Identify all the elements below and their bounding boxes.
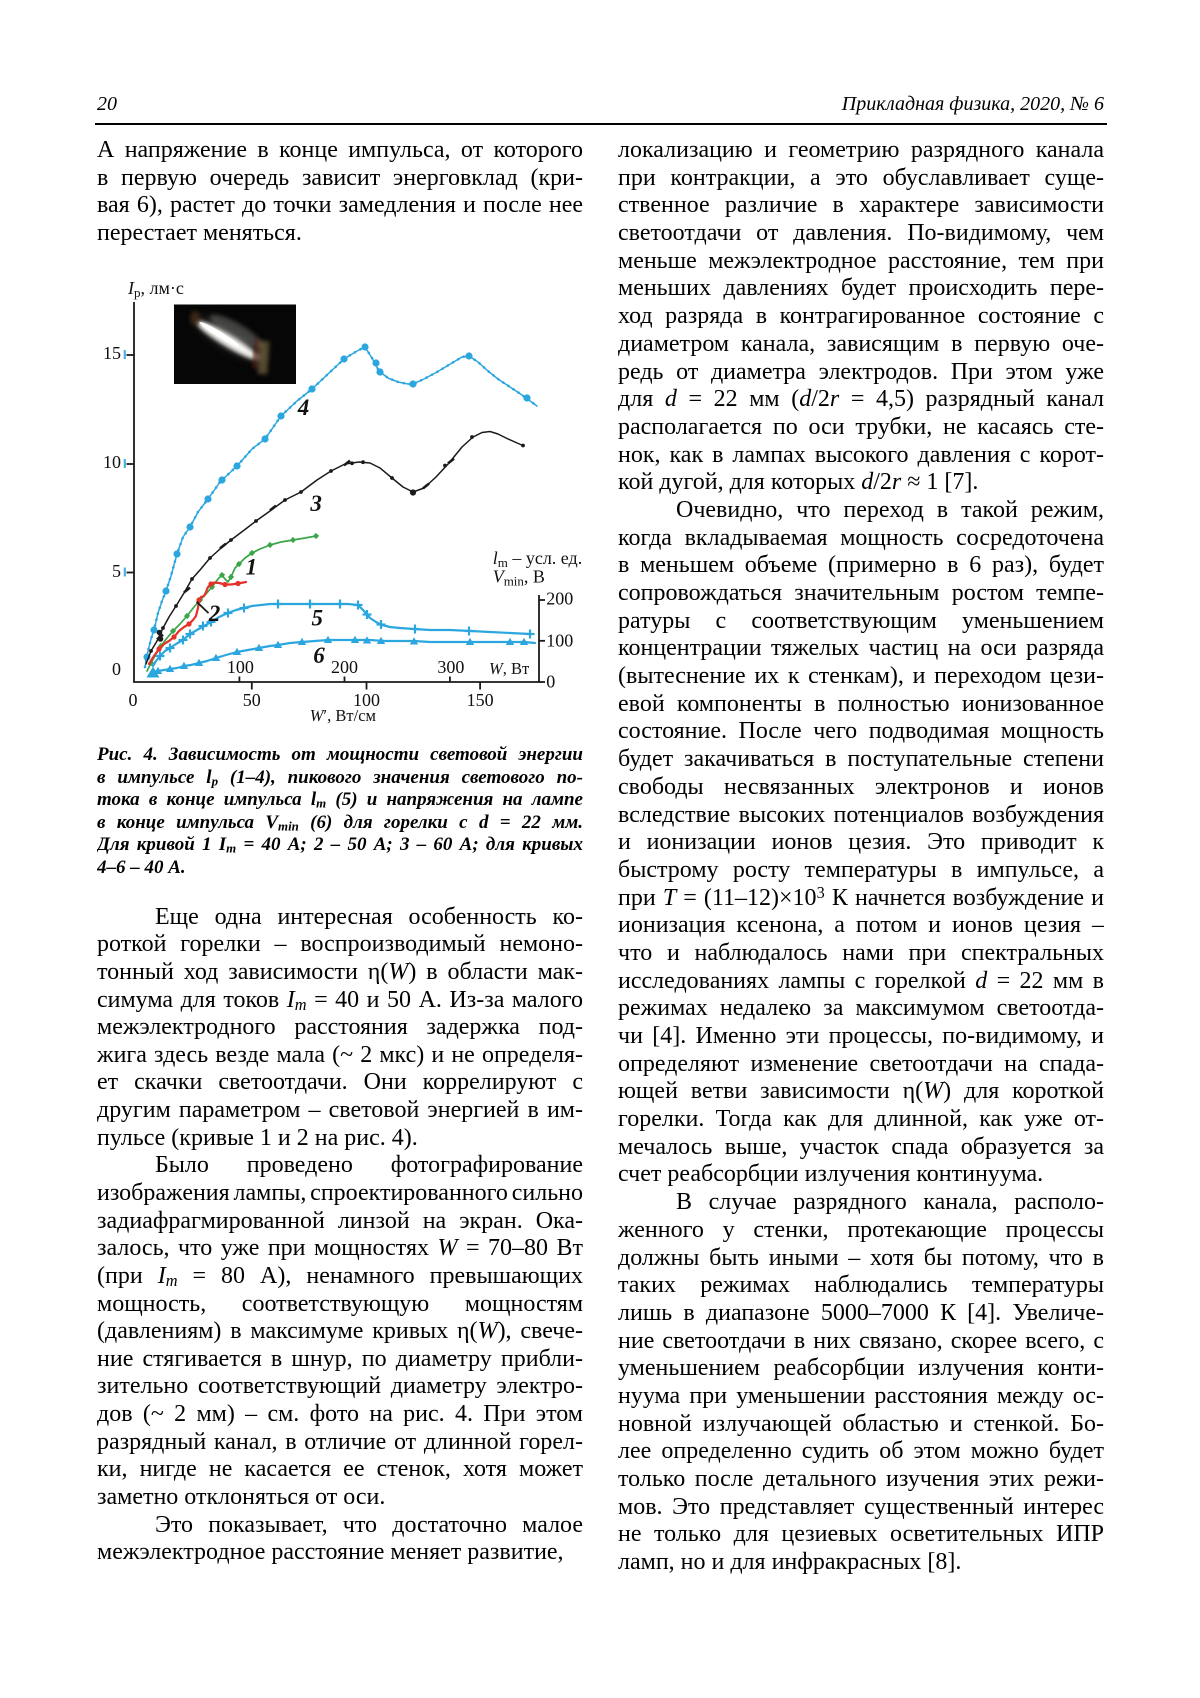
svg-text:W′, Вт/см: W′, Вт/см (310, 706, 377, 725)
svg-text:5: 5 (112, 561, 121, 581)
svg-text:300: 300 (437, 657, 464, 677)
svg-text:100: 100 (546, 631, 573, 651)
svg-text:6: 6 (313, 643, 325, 668)
svg-text:200: 200 (546, 589, 573, 609)
svg-text:0: 0 (546, 672, 555, 692)
svg-text:lm – усл. ед.: lm – усл. ед. (493, 548, 583, 570)
svg-text:200: 200 (331, 657, 358, 677)
svg-text:100: 100 (353, 690, 380, 710)
svg-text:Ip, лм·с: Ip, лм·с (127, 278, 184, 300)
svg-text:15: 15 (103, 343, 121, 363)
svg-text:1: 1 (246, 554, 258, 579)
svg-text:100: 100 (227, 657, 254, 677)
svg-text:W, Вт: W, Вт (489, 659, 529, 678)
svg-text:5: 5 (312, 606, 324, 631)
svg-text:3: 3 (309, 491, 322, 516)
svg-text:0: 0 (112, 659, 121, 679)
svg-text:10: 10 (103, 452, 121, 472)
svg-text:150: 150 (467, 690, 494, 710)
svg-text:50: 50 (243, 690, 261, 710)
svg-text:2: 2 (208, 601, 221, 626)
svg-text:Vmin, В: Vmin, В (493, 567, 545, 589)
svg-text:0: 0 (129, 690, 138, 710)
svg-text:4: 4 (297, 395, 310, 420)
